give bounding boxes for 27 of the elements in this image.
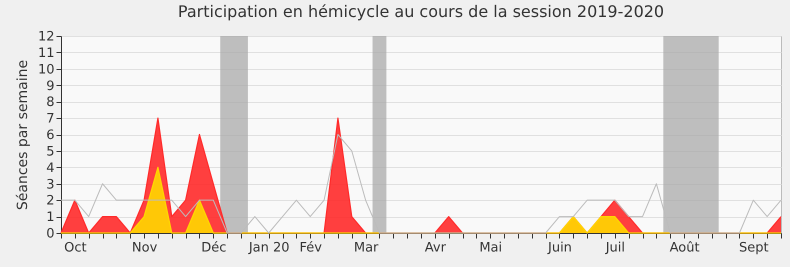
y-tick-label: 3 bbox=[46, 177, 54, 192]
x-tick-label: Jan 20 bbox=[248, 240, 290, 256]
y-tick-label: 11 bbox=[38, 46, 54, 61]
y-tick-label: 8 bbox=[46, 95, 54, 110]
y-tick-label: 1 bbox=[46, 210, 54, 226]
chart-title: Participation en hémicycle au cours de la session 2019-2020 bbox=[178, 2, 664, 21]
y-tick-label: 4 bbox=[46, 160, 54, 176]
y-tick-label: 9 bbox=[46, 78, 54, 94]
y-tick-label: 6 bbox=[46, 128, 54, 143]
y-tick-label: 5 bbox=[46, 144, 54, 160]
x-tick-label: Fév bbox=[299, 240, 322, 256]
x-tick-label: Juin bbox=[546, 240, 572, 256]
x-tick-label: Avr bbox=[424, 240, 447, 256]
y-axis-title: Séances par semaine bbox=[14, 60, 31, 210]
x-tick-label: Août bbox=[670, 240, 700, 256]
x-tick-label: Oct bbox=[64, 240, 87, 256]
x-tick-label: Mar bbox=[354, 240, 380, 256]
x-tick-label: Sept bbox=[739, 240, 769, 256]
y-tick-label: 10 bbox=[38, 62, 54, 78]
x-tick-label: Nov bbox=[132, 240, 158, 256]
y-tick-label: 0 bbox=[46, 226, 54, 242]
x-tick-label: Mai bbox=[479, 240, 502, 256]
x-tick-label: Déc bbox=[201, 240, 226, 256]
y-tick-label: 2 bbox=[46, 194, 54, 209]
x-tick-label: Juil bbox=[604, 240, 625, 256]
y-tick-label: 12 bbox=[38, 30, 54, 44]
y-tick-label: 7 bbox=[46, 112, 54, 127]
